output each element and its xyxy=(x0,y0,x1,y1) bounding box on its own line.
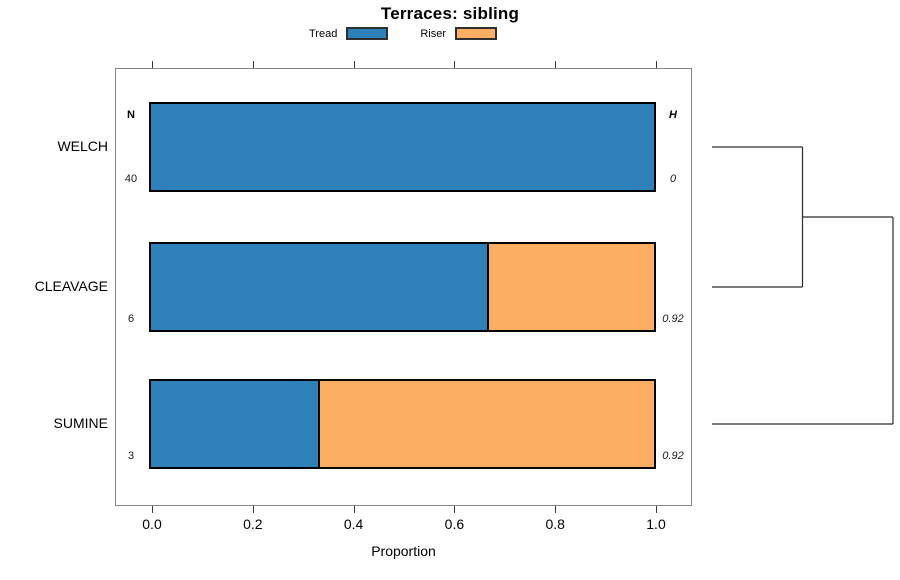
top-tick-0.0 xyxy=(152,61,153,68)
category-label-welch: WELCH xyxy=(57,138,108,154)
tick-label-1.0: 1.0 xyxy=(646,516,666,532)
tick-label-0.8: 0.8 xyxy=(545,516,565,532)
legend: Tread Riser xyxy=(115,25,691,42)
legend-swatch-riser xyxy=(455,27,497,40)
category-label-sumine: SUMINE xyxy=(53,415,108,431)
tick-label-0.4: 0.4 xyxy=(343,516,364,532)
stacked-bar-sumine xyxy=(149,379,656,469)
n-value-welch: 40 xyxy=(124,173,138,185)
h-value-cleavage: 0.92 xyxy=(662,313,684,325)
n-column-header: N xyxy=(127,109,135,121)
bottom-tick-1.0 xyxy=(656,506,657,513)
bottom-tick-0.2 xyxy=(252,506,254,513)
bar-segment-tread xyxy=(151,244,487,330)
category-label-cleavage: CLEAVAGE xyxy=(34,278,108,294)
bar-segment-tread xyxy=(151,381,319,467)
legend-label: Riser xyxy=(420,27,446,40)
x-axis-title: Proportion xyxy=(371,543,436,559)
chart-title: Terraces: sibling xyxy=(380,4,520,23)
stacked-bar-cleavage xyxy=(149,242,656,332)
stacked-bar-welch xyxy=(149,102,656,192)
legend-item-tread: Tread xyxy=(309,27,389,40)
tick-label-0.0: 0.0 xyxy=(142,516,162,532)
bar-segment-tread xyxy=(151,104,654,190)
top-tick-1.0 xyxy=(656,61,657,68)
h-value-sumine: 0.92 xyxy=(662,450,684,462)
legend-label: Tread xyxy=(309,27,338,40)
bottom-tick-0.0 xyxy=(152,506,153,513)
legend-item-riser: Riser xyxy=(420,27,497,40)
top-tick-0.6 xyxy=(454,61,456,68)
bottom-tick-0.4 xyxy=(353,506,355,513)
h-value-welch: 0 xyxy=(669,173,677,185)
bottom-tick-0.6 xyxy=(454,506,456,513)
tick-label-0.6: 0.6 xyxy=(444,516,465,532)
legend-swatch-tread xyxy=(346,27,389,40)
n-value-cleavage: 6 xyxy=(127,313,135,325)
bar-segment-riser xyxy=(486,244,654,330)
top-tick-0.2 xyxy=(252,61,254,68)
bar-segment-riser xyxy=(318,381,654,467)
h-column-header: H xyxy=(669,109,677,121)
n-value-sumine: 3 xyxy=(127,450,135,462)
bottom-tick-0.8 xyxy=(555,506,557,513)
top-tick-0.4 xyxy=(353,61,355,68)
top-tick-0.8 xyxy=(555,61,557,68)
tick-label-0.2: 0.2 xyxy=(243,516,263,532)
